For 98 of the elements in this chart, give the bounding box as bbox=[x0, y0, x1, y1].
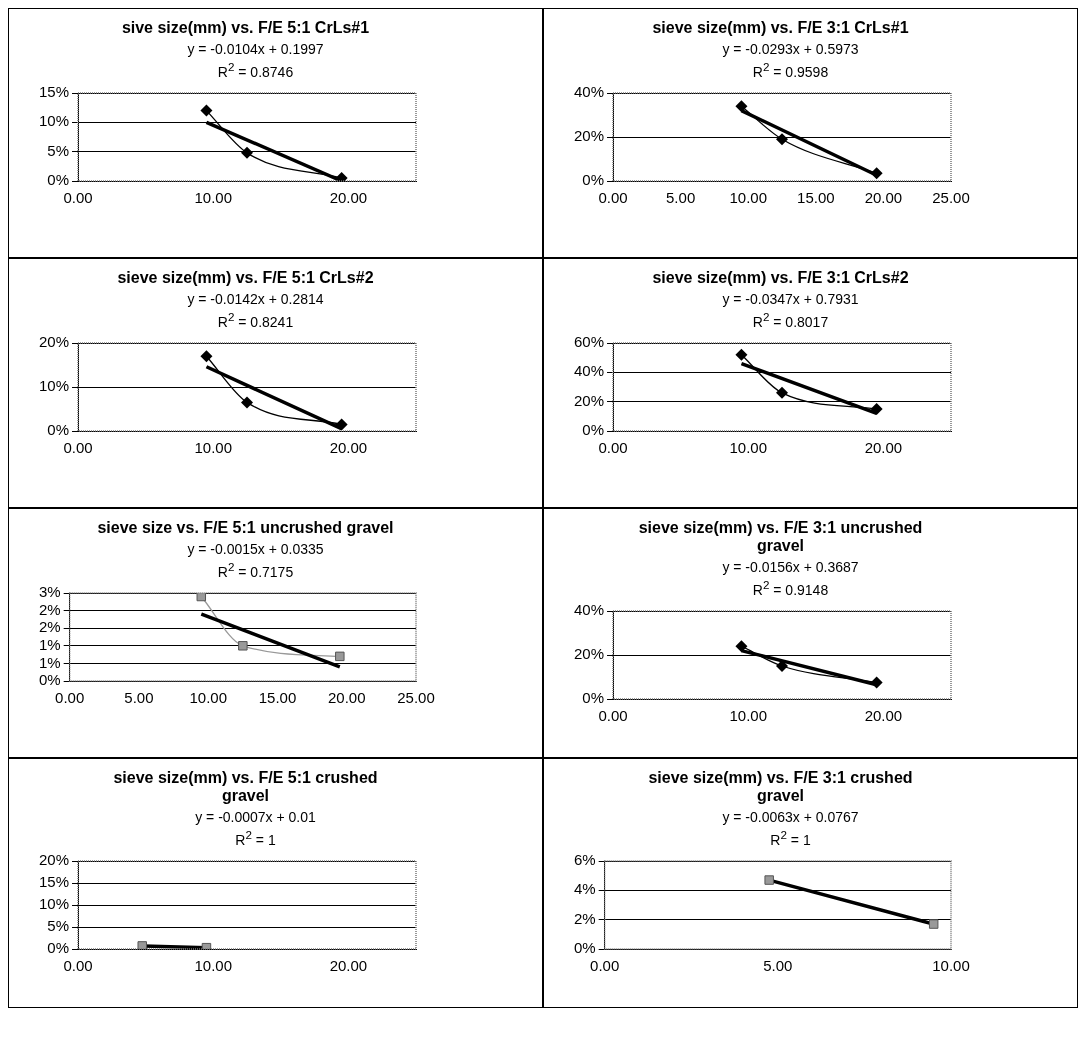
text: R$^{2}$ = 1 bbox=[770, 827, 811, 849]
x-tick-label: 0.00 bbox=[597, 188, 628, 206]
text: y = -0.0015x + 0.0335 bbox=[187, 541, 324, 558]
x-tick-label: 20.00 bbox=[329, 188, 367, 206]
chart-title: sieve size(mm) vs. F/E 3:1 crushed gravel bbox=[647, 769, 914, 805]
text: R$^{2}$ = 0.7175 bbox=[217, 559, 294, 581]
y-tick-label: 10% bbox=[38, 112, 69, 130]
x-tick-label: 10.00 bbox=[728, 706, 767, 724]
text: R$^{2}$ = 0.9598 bbox=[752, 59, 829, 81]
x-tick-label: 0.00 bbox=[62, 438, 93, 456]
y-tick-label: 2% bbox=[38, 600, 61, 618]
text: y = -0.0142x + 0.2814 bbox=[187, 291, 324, 308]
y-tick-label: 20% bbox=[38, 850, 69, 868]
y-tick-label: 20% bbox=[573, 126, 604, 144]
text: R$^{2}$ = 0.8017 bbox=[752, 309, 829, 331]
x-tick-label: 20.00 bbox=[327, 688, 366, 706]
y-tick-label: 0% bbox=[573, 938, 596, 956]
text: y = -0.0156x + 0.3687 bbox=[722, 559, 859, 576]
point bbox=[775, 386, 788, 399]
point bbox=[775, 132, 788, 145]
y-tick-label: 0% bbox=[581, 688, 604, 706]
y-tick-label: 0% bbox=[581, 420, 604, 438]
y-tick-label: 10% bbox=[38, 894, 69, 912]
chart-title: sieve size(mm) vs. F/E 3:1 CrLs#1 bbox=[652, 19, 909, 37]
chart-title: sive size(mm) vs. F/E 5:1 CrLs#1 bbox=[121, 19, 370, 37]
x-tick-label: 25.00 bbox=[396, 688, 435, 706]
x-tick-label: 5.00 bbox=[123, 688, 154, 706]
y-tick-label: 0% bbox=[46, 170, 69, 188]
text: R$^{2}$ = 0.9148 bbox=[752, 577, 829, 599]
point bbox=[734, 639, 747, 652]
text: R$^{2}$ = 0.8241 bbox=[217, 309, 294, 331]
chart-title: sieve size vs. F/E 5:1 uncrushed gravel bbox=[97, 519, 394, 537]
y-tick-label: 20% bbox=[38, 332, 69, 350]
chart-title: sieve size(mm) vs. F/E 5:1 crushed gravel bbox=[112, 769, 379, 805]
x-tick-label: 20.00 bbox=[329, 956, 367, 974]
point bbox=[334, 651, 345, 661]
x-tick-label: 10.00 bbox=[728, 188, 767, 206]
point bbox=[734, 348, 747, 361]
point bbox=[199, 349, 212, 362]
x-tick-label: 10.00 bbox=[728, 438, 767, 456]
text: y = -0.0007x + 0.01 bbox=[195, 809, 316, 826]
x-tick-label: 20.00 bbox=[864, 706, 902, 724]
y-tick-label: 15% bbox=[38, 82, 69, 100]
point bbox=[237, 640, 248, 651]
x-tick-label: 15.00 bbox=[796, 188, 835, 206]
y-tick-label: 60% bbox=[573, 332, 604, 350]
y-tick-label: 2% bbox=[573, 909, 596, 927]
y-tick-label: 40% bbox=[573, 362, 604, 380]
text: y = -0.0063x + 0.0767 bbox=[722, 809, 859, 826]
x-tick-label: 0.00 bbox=[62, 188, 93, 206]
x-tick-label: 10.00 bbox=[193, 188, 232, 206]
chart-title: sieve size(mm) vs. F/E 3:1 CrLs#2 bbox=[652, 269, 909, 287]
x-tick-label: 0.00 bbox=[589, 956, 619, 974]
text: y = -0.0347x + 0.7931 bbox=[722, 291, 859, 308]
x-tick-label: 20.00 bbox=[864, 188, 902, 206]
x-tick-label: 15.00 bbox=[258, 688, 296, 706]
x-tick-label: 5.00 bbox=[762, 956, 792, 974]
text: R$^{2}$ = 1 bbox=[235, 827, 276, 849]
y-tick-label: 20% bbox=[573, 644, 604, 662]
x-tick-label: 0.00 bbox=[62, 956, 93, 974]
y-tick-label: 3% bbox=[38, 582, 61, 600]
point bbox=[240, 146, 253, 159]
point bbox=[240, 396, 253, 409]
point bbox=[199, 104, 212, 117]
text: R$^{2}$ = 0.8746 bbox=[217, 59, 294, 81]
x-tick-label: 0.00 bbox=[597, 438, 628, 456]
y-tick-label: 5% bbox=[46, 141, 69, 159]
y-tick-label: 10% bbox=[38, 376, 69, 394]
x-tick-label: 20.00 bbox=[329, 438, 367, 456]
x-tick-label: 20.00 bbox=[864, 438, 902, 456]
x-tick-label: 10.00 bbox=[193, 438, 232, 456]
chart-title: sieve size(mm) vs. F/E 3:1 uncrushed gravel bbox=[637, 519, 924, 555]
y-tick-label: 2% bbox=[38, 618, 61, 635]
x-tick-label: 10.00 bbox=[931, 956, 970, 974]
point bbox=[734, 99, 747, 112]
y-tick-label: 0% bbox=[46, 938, 69, 956]
x-tick-label: 0.00 bbox=[54, 688, 84, 706]
y-tick-label: 0% bbox=[46, 420, 69, 438]
y-tick-label: 40% bbox=[573, 82, 604, 100]
x-tick-label: 10.00 bbox=[188, 688, 227, 706]
y-tick-label: 0% bbox=[38, 670, 61, 688]
y-tick-label: 5% bbox=[46, 916, 69, 934]
y-tick-label: 4% bbox=[573, 880, 596, 898]
text: y = -0.0104x + 0.1997 bbox=[187, 41, 324, 58]
text: y = -0.0293x + 0.5973 bbox=[722, 41, 859, 58]
y-tick-label: 40% bbox=[573, 600, 604, 618]
point bbox=[196, 592, 206, 601]
y-tick-label: 6% bbox=[573, 850, 596, 868]
y-tick-label: 15% bbox=[38, 872, 69, 890]
y-tick-label: 1% bbox=[38, 653, 61, 671]
chart-title: sieve size(mm) vs. F/E 5:1 CrLs#2 bbox=[117, 269, 374, 287]
x-tick-label: 0.00 bbox=[597, 706, 628, 724]
y-tick-label: 20% bbox=[573, 391, 604, 409]
x-tick-label: 10.00 bbox=[193, 956, 232, 974]
x-tick-label: 5.00 bbox=[665, 188, 695, 206]
x-tick-label: 25.00 bbox=[931, 188, 970, 206]
y-tick-label: 0% bbox=[581, 170, 604, 188]
y-tick-label: 1% bbox=[38, 635, 61, 653]
